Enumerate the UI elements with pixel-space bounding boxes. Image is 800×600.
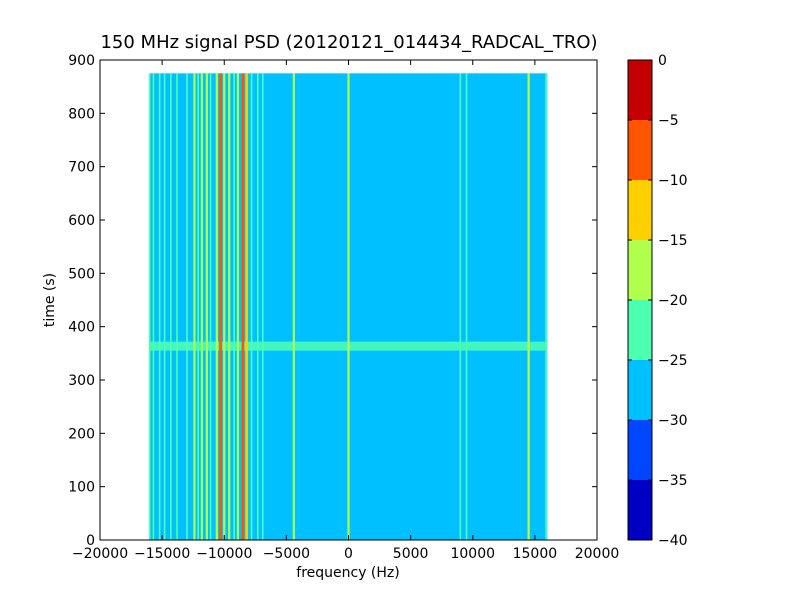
x-tick-label: 15000 — [513, 546, 558, 562]
signal-line — [193, 73, 196, 540]
y-tick-label: 200 — [68, 426, 95, 442]
colorbar-segment — [628, 360, 652, 420]
colorbar-segment — [628, 480, 652, 540]
y-tick-label: 600 — [68, 213, 95, 229]
colorbar-tick-label: −40 — [658, 533, 688, 549]
y-tick-label: 400 — [68, 320, 95, 336]
y-tick-label: 500 — [68, 266, 95, 282]
signal-line — [170, 73, 172, 540]
signal-line — [223, 73, 226, 540]
colorbar-tick-label: −15 — [658, 233, 688, 249]
signal-line — [233, 73, 235, 540]
colorbar-tick-label: −30 — [658, 413, 688, 429]
x-tick-label: −10000 — [196, 546, 252, 562]
signal-line — [152, 73, 155, 540]
x-tick-label: −15000 — [134, 546, 190, 562]
y-tick-label: 300 — [68, 373, 95, 389]
signal-line — [292, 73, 295, 540]
signal-line — [209, 73, 212, 540]
y-tick-label: 900 — [68, 53, 95, 69]
colorbar-segment — [628, 120, 652, 180]
y-tick-label: 100 — [68, 480, 95, 496]
colorbar-segment — [628, 60, 652, 120]
x-tick-label: 10000 — [450, 546, 495, 562]
signal-line — [236, 73, 240, 540]
signal-line — [261, 73, 264, 540]
colorbar-tick-label: −5 — [658, 113, 679, 129]
signal-line — [250, 73, 253, 540]
signal-line — [215, 73, 218, 540]
signal-line — [256, 73, 259, 540]
y-tick-label: 0 — [86, 533, 95, 549]
y-tick-label: 800 — [68, 106, 95, 122]
x-axis-label: frequency (Hz) — [296, 565, 399, 581]
signal-line — [527, 73, 530, 540]
signal-line — [148, 73, 151, 540]
colorbar-tick-label: −25 — [658, 353, 688, 369]
signal-line — [197, 73, 199, 540]
signal-line — [205, 73, 208, 540]
heatmap-layer — [148, 73, 548, 540]
colorbar-tick-label: 0 — [658, 53, 667, 69]
colorbar-tick-label: −35 — [658, 473, 688, 489]
colorbar-segment — [628, 180, 652, 240]
signal-line — [176, 73, 178, 540]
signal-line — [186, 73, 188, 540]
signal-line — [245, 73, 248, 540]
signal-line — [465, 73, 468, 540]
signal-line — [219, 73, 222, 540]
y-axis: 0 100 200 300 400 500 600 700 800 900 — [68, 53, 597, 549]
signal-line — [200, 73, 203, 540]
x-tick-label: −20000 — [72, 546, 128, 562]
y-axis-label: time (s) — [42, 273, 58, 327]
x-tick-label: 5000 — [393, 546, 429, 562]
signal-line — [228, 73, 231, 540]
signal-line — [163, 73, 166, 540]
plot-area: −20000 −15000 −10000 −5000 0 5000 10000 15000 20… — [68, 53, 619, 562]
signal-line — [158, 73, 161, 540]
x-tick-label: −5000 — [263, 546, 310, 562]
x-axis: −20000 −15000 −10000 −5000 0 5000 10000 15000 20… — [72, 60, 619, 562]
colorbar-segment — [628, 300, 652, 360]
x-tick-label: 0 — [344, 546, 353, 562]
y-tick-label: 700 — [68, 160, 95, 176]
colorbar-tick-label: −20 — [658, 293, 688, 309]
colorbar-tick-label: −10 — [658, 173, 688, 189]
colorbar-segment — [628, 420, 652, 480]
chart-title: 150 MHz signal PSD (20120121_014434_RADC… — [100, 32, 597, 53]
x-tick-label: 20000 — [575, 546, 620, 562]
signal-line — [241, 73, 245, 540]
signal-line — [347, 73, 350, 540]
signal-line — [545, 73, 547, 540]
colorbar-segment — [628, 240, 652, 300]
signal-line — [459, 73, 462, 540]
colorbar: −40 −35 −30 −25 −20 −15 −10 −5 0 — [627, 53, 688, 549]
